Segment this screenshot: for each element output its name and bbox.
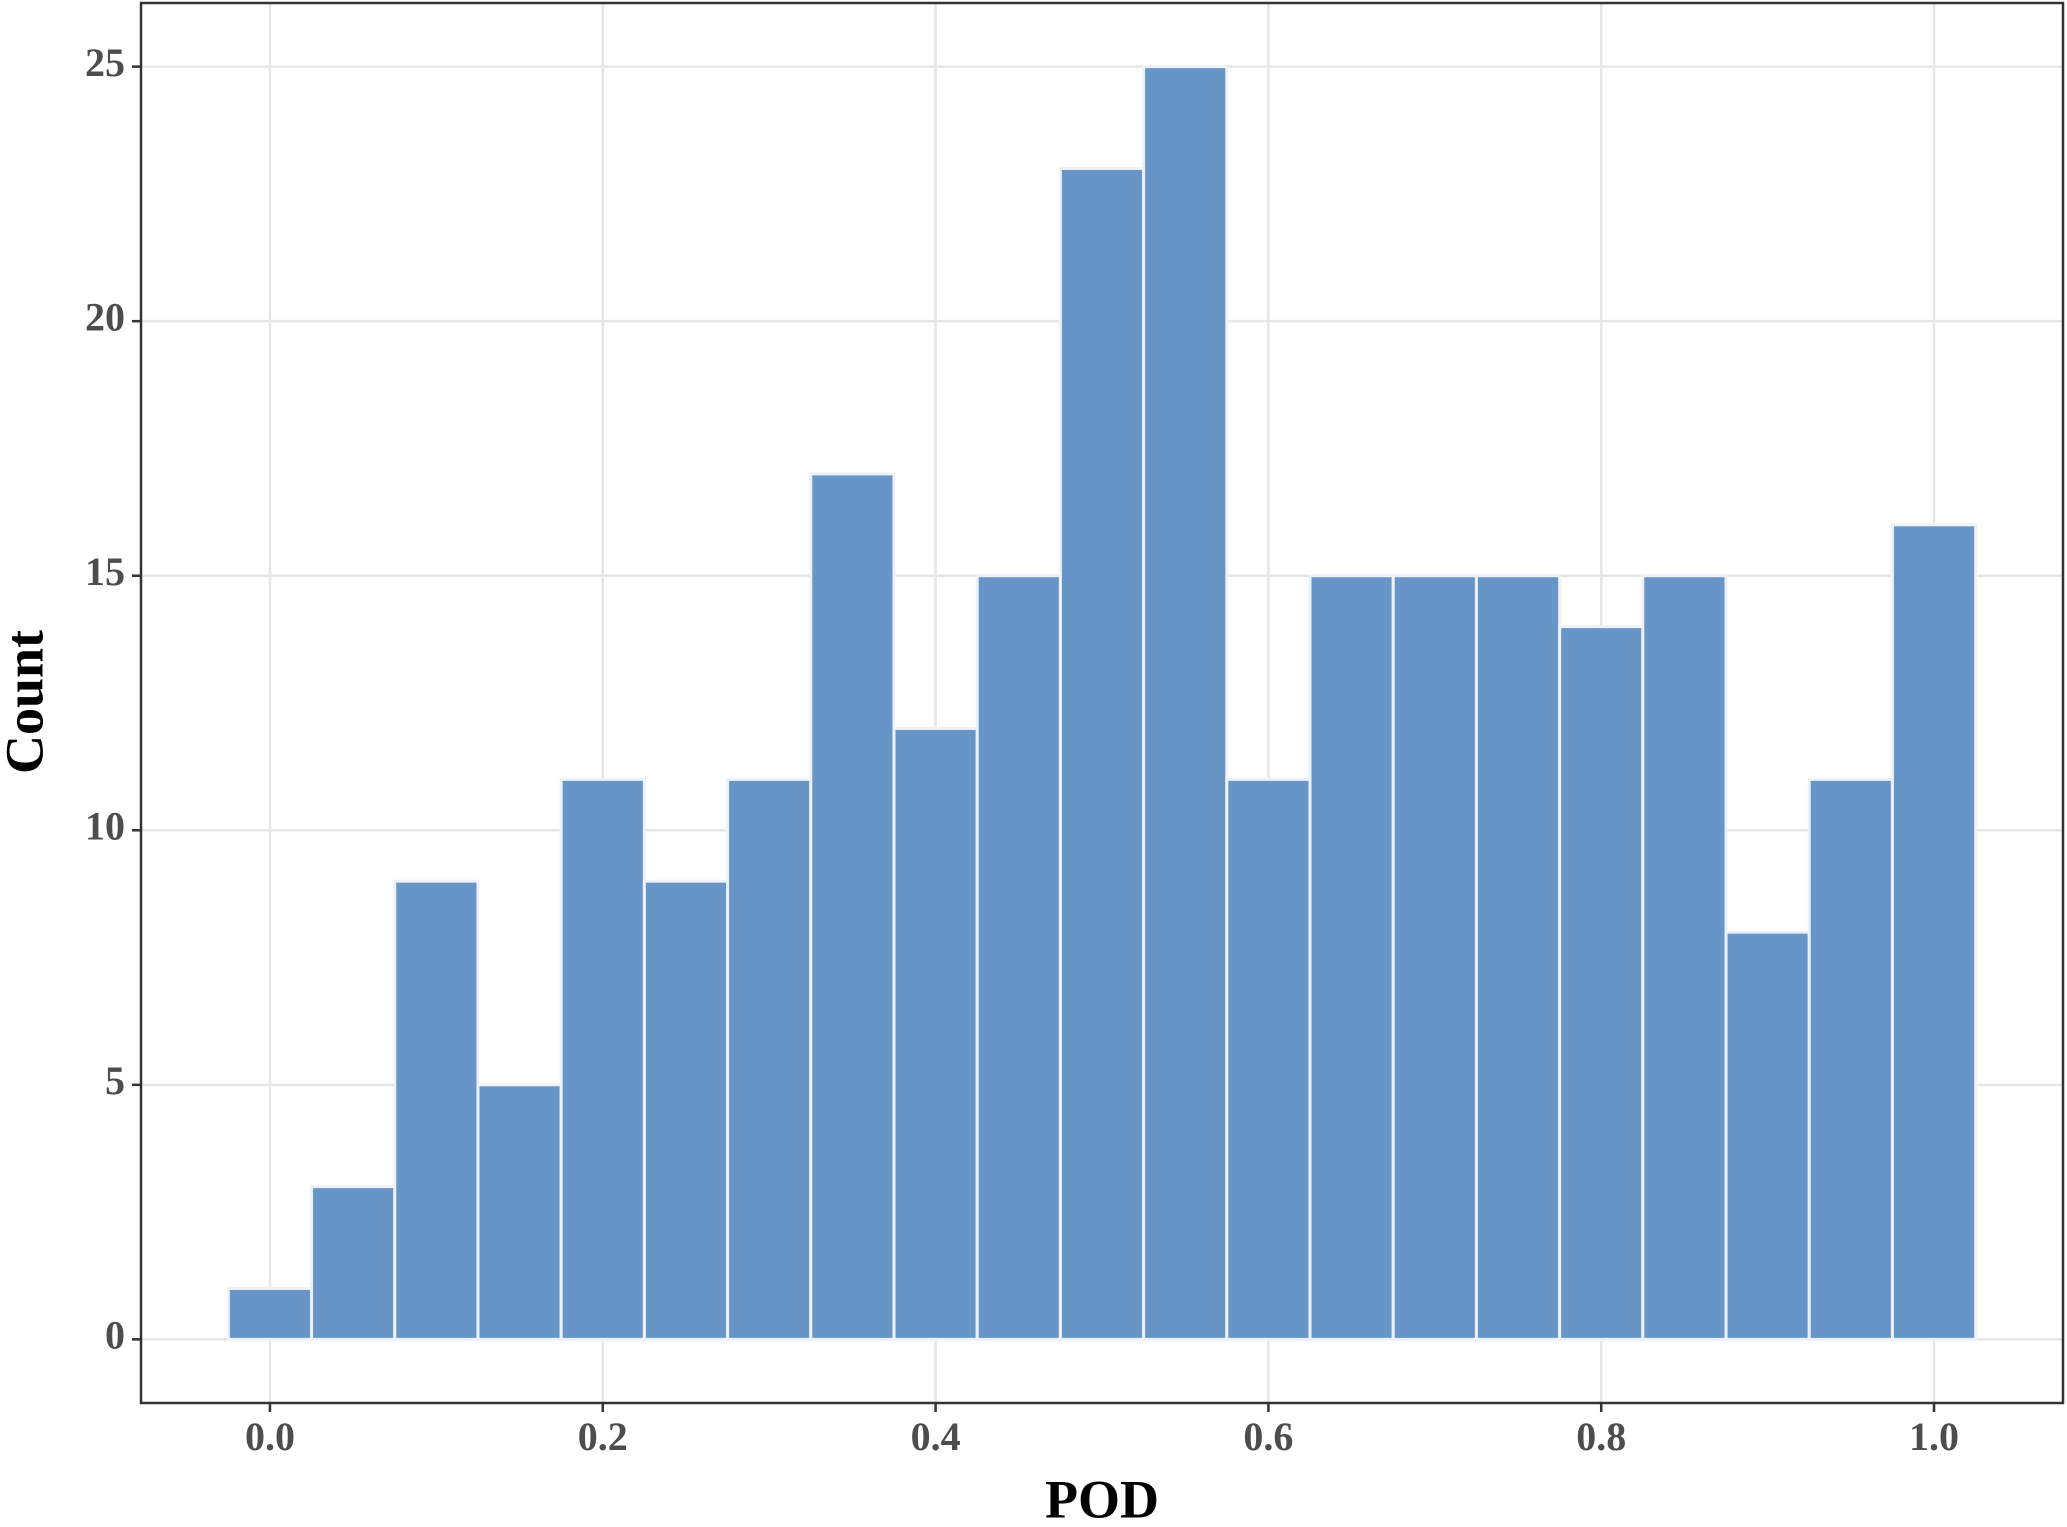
plot-border (139, 1, 2065, 1405)
y-tick-label: 15 (85, 549, 125, 594)
bar (476, 1083, 563, 1341)
y-tick-label: 20 (85, 294, 125, 339)
x-tick-label: 0.2 (578, 1414, 628, 1459)
y-tick-label: 5 (105, 1058, 125, 1103)
bar (1890, 523, 1978, 1341)
y-tick-label: 10 (85, 803, 125, 848)
bar (1558, 625, 1645, 1341)
bar (1641, 574, 1728, 1341)
bar (393, 879, 480, 1341)
bar (1807, 777, 1894, 1341)
x-axis-title: POD (1045, 1469, 1159, 1527)
bar (809, 472, 896, 1341)
bar (1474, 574, 1562, 1341)
bar (1225, 777, 1312, 1341)
bar (1724, 930, 1811, 1341)
bar (559, 777, 646, 1341)
bar (892, 726, 979, 1341)
x-tick-label: 0.0 (245, 1414, 295, 1459)
x-tick-label: 1.0 (1909, 1414, 1959, 1459)
y-tick-label: 25 (85, 40, 125, 85)
bars (226, 65, 1978, 1341)
bar (1308, 574, 1395, 1341)
x-tick-label: 0.4 (911, 1414, 961, 1459)
bar (1142, 65, 1229, 1341)
bar (726, 777, 813, 1341)
x-tick-label: 0.8 (1576, 1414, 1626, 1459)
bar (310, 1185, 397, 1341)
bar (1391, 574, 1478, 1341)
bar (226, 1286, 314, 1341)
bar (975, 574, 1062, 1341)
y-tick-label: 0 (105, 1313, 125, 1358)
bar (642, 879, 730, 1341)
x-tick-label: 0.6 (1243, 1414, 1293, 1459)
labels: 0 5 10 15 20 25 0.0 0.2 0.4 0.6 0.8 1.0 (85, 40, 1959, 1459)
y-axis-title: Count (0, 630, 54, 774)
bar (1058, 166, 1146, 1341)
